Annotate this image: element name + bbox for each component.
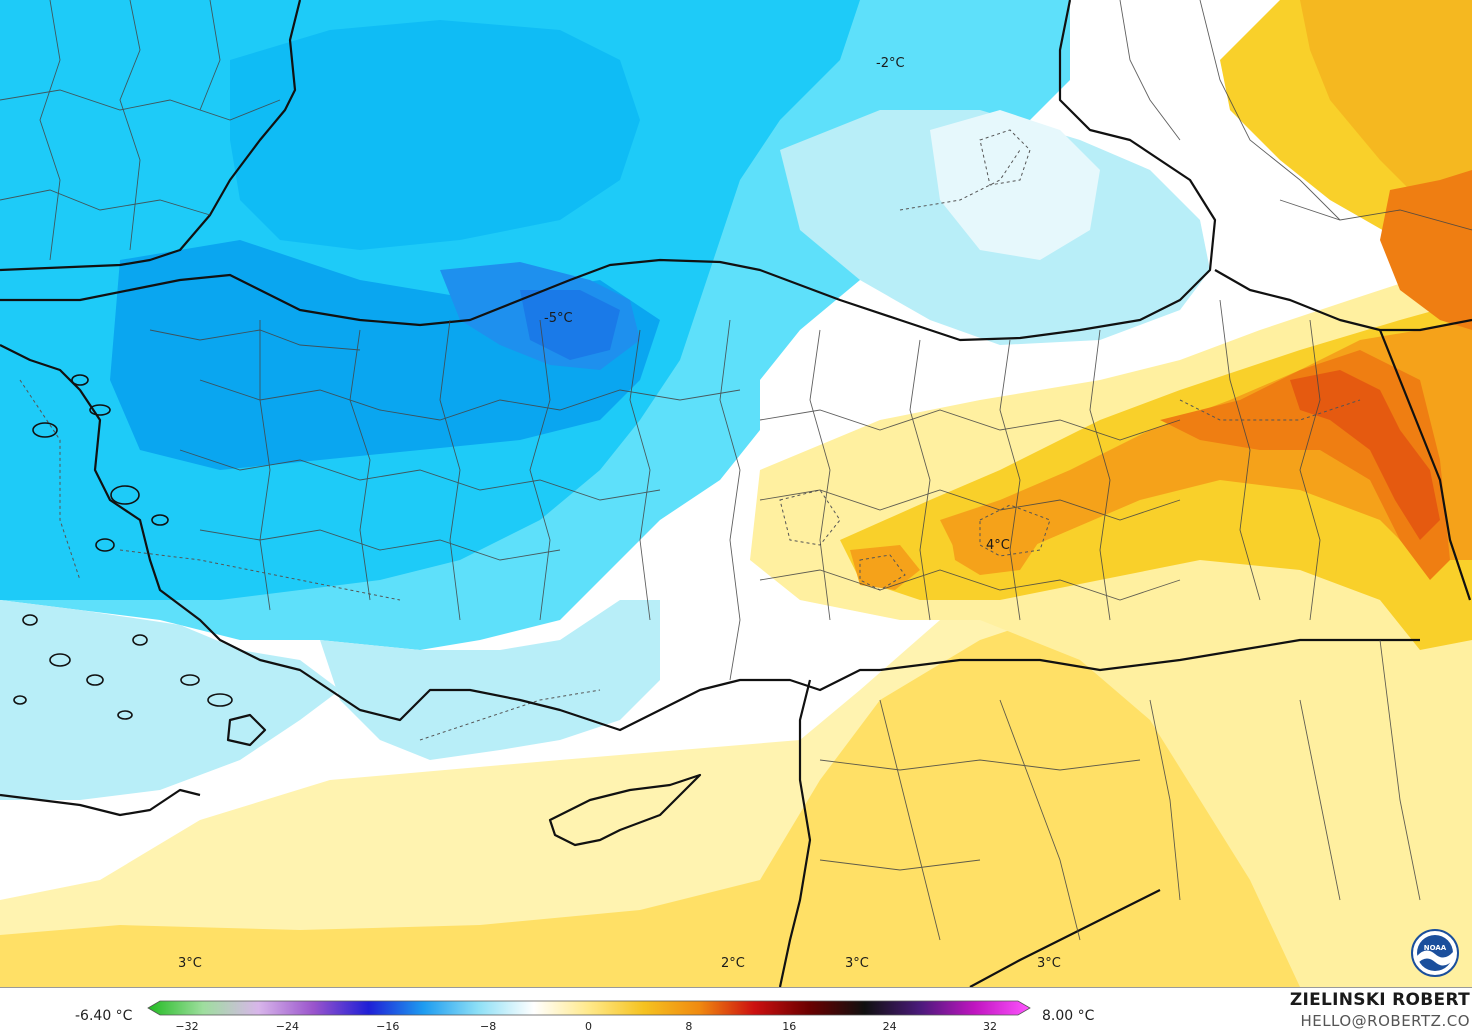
map-label: 3°C	[1037, 956, 1061, 971]
colorbar-tick-label: −32	[175, 1020, 199, 1033]
colorbar-tick-label: 32	[983, 1020, 997, 1033]
legend-footer: -6.40 °C 8.00 °C −32 −24 −16 −8 0 8 16 24 32 ZIE…	[0, 987, 1472, 1035]
colorbar-bar	[147, 1000, 1031, 1016]
coastlines	[0, 0, 1472, 987]
map-canvas	[0, 0, 1472, 987]
map-label: 3°C	[845, 956, 869, 971]
colorbar-tick-label: −16	[376, 1020, 400, 1033]
colorbar-tick-label: 0	[585, 1020, 592, 1033]
legend-max-label: 8.00 °C	[1042, 1008, 1095, 1024]
isotherm-lines	[19, 129, 1361, 741]
map-label: -2°C	[876, 56, 905, 71]
colorbar-tick-label: −24	[275, 1020, 299, 1033]
map-label: 3°C	[178, 956, 202, 971]
colorbar-tick-label: 16	[782, 1020, 797, 1033]
noaa-logo-icon: NOAA	[1411, 929, 1459, 977]
map-label: -5°C	[544, 311, 573, 326]
map-label: 2°C	[721, 956, 745, 971]
temperature-map: -2°C -5°C 4°C 3°C 2°C 3°C 3°C NOAA	[0, 0, 1472, 987]
province-borders	[0, 0, 1472, 941]
colorbar-ticks: −32 −24 −16 −8 0 8 16 24 32	[0, 1020, 1472, 1034]
colorbar-tick-label: 24	[882, 1020, 897, 1033]
author-email: HELLO@ROBERTZ.CO	[1300, 1012, 1470, 1030]
svg-text:NOAA: NOAA	[1424, 944, 1447, 952]
colorbar-tick-label: 8	[685, 1020, 693, 1033]
aegean-islands	[13, 374, 233, 720]
colorbar-tick-label: −8	[480, 1020, 497, 1033]
author-name: ZIELINSKI ROBERT	[1289, 990, 1470, 1010]
legend-min-label: -6.40 °C	[75, 1008, 133, 1024]
warm-anomaly-fills	[0, 0, 1472, 987]
colorbar	[147, 1000, 1031, 1016]
map-label: 4°C	[986, 538, 1010, 553]
